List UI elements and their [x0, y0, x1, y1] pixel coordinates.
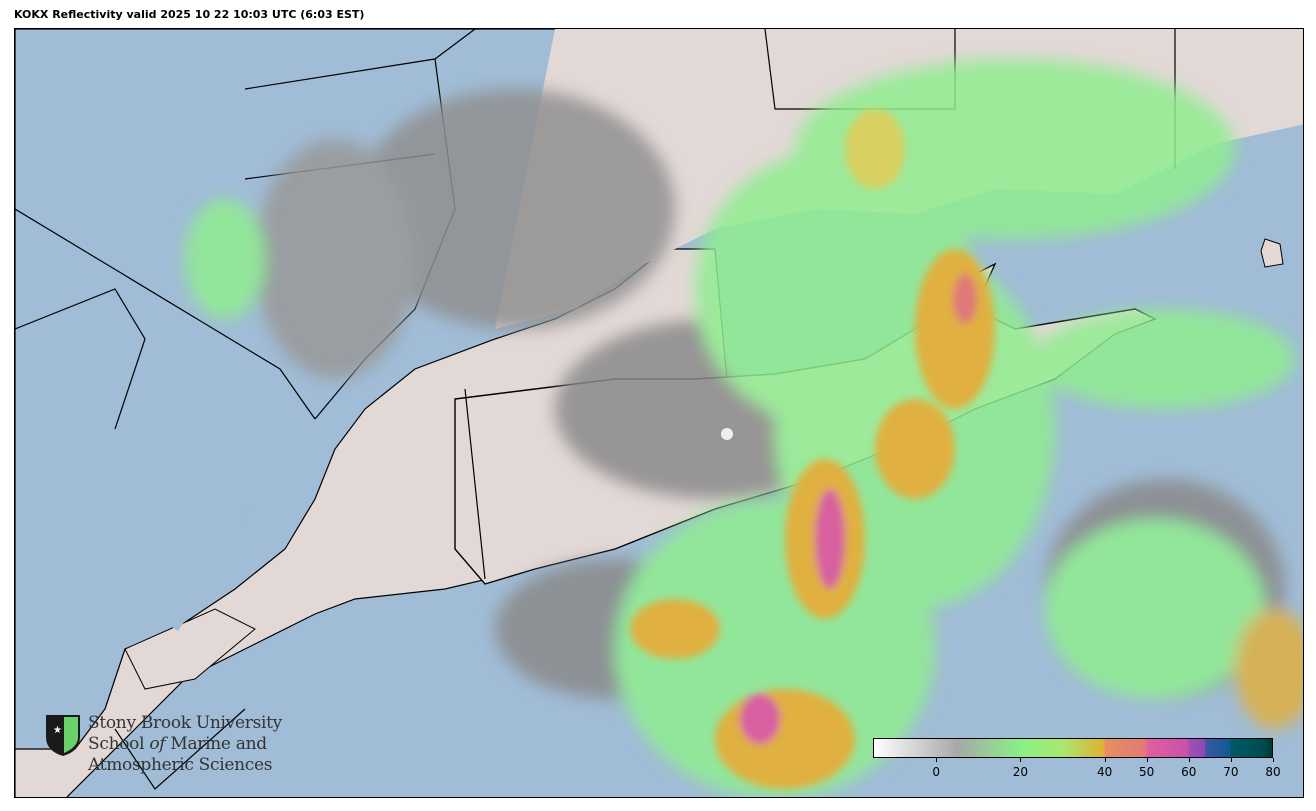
colorbar-tick — [1230, 758, 1232, 762]
svg-text:★: ★ — [53, 725, 62, 736]
colorbar-tick — [1146, 758, 1148, 762]
hudson-river — [172, 68, 284, 631]
colorbar-tick-label: 50 — [1139, 765, 1155, 779]
logo-line-3: Atmospheric Sciences — [88, 755, 273, 775]
colorbar-tick-label: 0 — [932, 765, 940, 779]
colorbar-tick-label: 70 — [1223, 765, 1239, 779]
colorbar-tick — [1273, 758, 1274, 762]
colorbar-tick — [1104, 758, 1106, 762]
logo-line-2b: of — [149, 734, 166, 754]
radar-map[interactable] — [14, 28, 1304, 798]
sbu-somas-logo: ★ Stony Brook University School of Marin… — [44, 713, 282, 776]
land-block-island — [1260, 238, 1284, 268]
colorbar-gradient — [873, 738, 1273, 758]
map-title: KOKX Reflectivity valid 2025 10 22 10:03… — [14, 8, 365, 21]
colorbar-tick — [936, 758, 938, 762]
radar-echoes — [185, 59, 1303, 797]
colorbar-tick-label: 80 — [1265, 765, 1281, 779]
colorbar-tick-label: 40 — [1096, 765, 1113, 779]
colorbar-tick-label: 60 — [1181, 765, 1197, 779]
colorbar-tick — [1188, 758, 1190, 762]
colorbar-tick — [1020, 758, 1022, 762]
colorbar-tick-label: 20 — [1012, 765, 1028, 779]
logo-line-1: Stony Brook University — [88, 713, 282, 733]
radar-site — [721, 428, 733, 440]
logo-line-2: School of Marine and — [88, 734, 282, 755]
basemap — [15, 29, 1303, 797]
shield-logo-icon: ★ — [46, 715, 80, 756]
logo-line-2a: School — [88, 734, 150, 754]
logo-line-2c: Marine and — [165, 734, 267, 754]
land-nj-shore — [124, 608, 256, 690]
